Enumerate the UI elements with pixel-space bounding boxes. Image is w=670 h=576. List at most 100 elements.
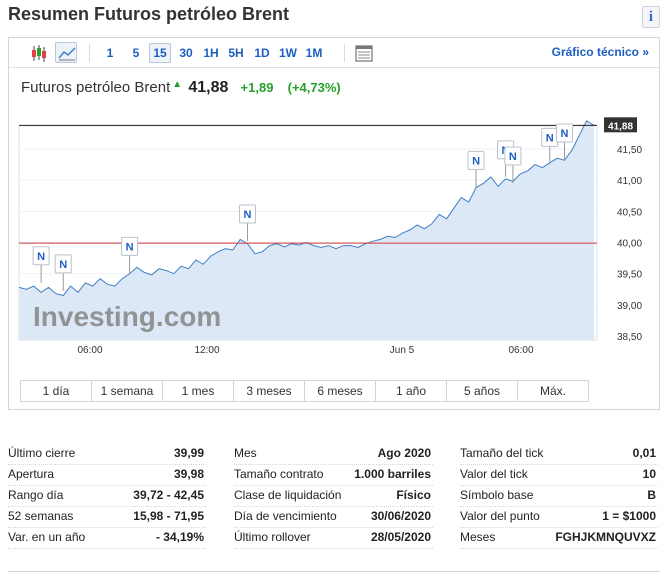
chart-toolbar: 1 5 15 30 1H 5H 1D 1W 1M Gráfico técnico » — [9, 38, 659, 68]
timeframe-1[interactable]: 1 — [106, 46, 114, 60]
technical-chart-link[interactable]: Gráfico técnico » — [551, 45, 649, 59]
y-tick-label: 41,00 — [617, 176, 642, 187]
stat-value: - 34,19% — [155, 530, 204, 544]
stat-label: 52 semanas — [8, 509, 74, 523]
stat-label: Meses — [460, 530, 496, 544]
period-button[interactable]: 1 año — [376, 381, 447, 401]
news-marker-label[interactable]: N — [126, 241, 134, 253]
news-marker[interactable] — [32, 246, 50, 266]
period-button[interactable]: 1 día — [21, 381, 92, 401]
timeframe-5[interactable]: 5 — [132, 46, 140, 60]
stat-label: Tamaño del tick — [460, 446, 544, 460]
stat-label: Valor del tick — [460, 467, 528, 481]
stat-label: Último rollover — [234, 530, 311, 544]
stat-row: Meses FGHJKMNQUVXZ — [460, 528, 658, 549]
stat-row: Tamaño del tick 0,01 — [460, 444, 658, 465]
news-marker-label[interactable]: N — [472, 155, 480, 167]
period-button[interactable]: Máx. — [539, 384, 566, 398]
stat-value: 39,98 — [173, 467, 204, 481]
stat-value: 39,99 — [173, 446, 204, 460]
stat-value: 30/06/2020 — [370, 509, 431, 523]
toolbar-divider — [89, 44, 90, 62]
stat-value: Ago 2020 — [377, 446, 431, 460]
stat-label: Día de vencimiento — [234, 509, 337, 523]
timeframe-30[interactable]: 30 — [179, 46, 193, 60]
x-tick-label: 06:00 — [508, 345, 533, 356]
stat-value: FGHJKMNQUVXZ — [555, 530, 656, 544]
timeframe-1m[interactable]: 1M — [305, 46, 323, 60]
stat-value: 15,98 - 71,95 — [133, 509, 204, 523]
stat-value: Físico — [396, 488, 431, 502]
stat-row: Rango día 39,72 - 42,45 — [8, 486, 206, 507]
news-marker[interactable] — [467, 150, 485, 170]
stat-label: Apertura — [8, 467, 55, 481]
stat-label: Último cierre — [8, 446, 76, 460]
stat-value: 0,01 — [632, 446, 656, 460]
price-change: +1,89 — [240, 80, 274, 95]
stat-label: Valor del punto — [460, 509, 540, 523]
stat-label: Mes — [234, 446, 257, 460]
y-tick-label: 38,50 — [617, 332, 642, 343]
price-area — [19, 120, 594, 341]
stat-label: Var. en un año — [8, 530, 86, 544]
period-button[interactable]: 3 meses — [234, 381, 305, 401]
x-tick-label: 06:00 — [77, 345, 102, 356]
news-marker-label[interactable]: N — [546, 132, 554, 144]
info-icon[interactable]: i — [642, 6, 660, 28]
stat-value: 1 = $1000 — [602, 509, 656, 523]
stat-value: B — [647, 488, 656, 502]
stat-value: 10 — [642, 467, 656, 481]
page-title: Resumen Futuros petróleo Brent — [8, 4, 290, 24]
x-tick-label: 12:00 — [194, 345, 219, 356]
stat-label: Símbolo base — [460, 488, 534, 502]
period-button[interactable]: 5 años — [447, 381, 518, 401]
news-marker[interactable] — [121, 236, 139, 256]
stat-row: Último cierre 39,99 — [8, 444, 206, 465]
stat-row: Var. en un año - 34,19% — [8, 528, 206, 549]
news-marker-label[interactable]: N — [509, 151, 517, 163]
news-marker[interactable] — [556, 123, 574, 143]
news-marker-label[interactable]: N — [244, 209, 252, 221]
stat-row: Valor del punto 1 = $1000 — [460, 507, 658, 528]
period-button[interactable]: 1 semana — [92, 381, 163, 401]
area-chart-icon[interactable] — [55, 42, 77, 63]
timeframe-1d[interactable]: 1D — [254, 46, 270, 60]
news-marker[interactable] — [239, 204, 257, 224]
period-selector: 1 día 1 semana 1 mes 3 meses 6 meses 1 año 5 a… — [20, 380, 589, 402]
news-marker[interactable] — [504, 146, 522, 166]
stat-row: Clase de liquidación Físico — [234, 486, 433, 507]
candlestick-icon[interactable] — [27, 42, 49, 63]
y-tick-label: 39,50 — [617, 270, 642, 281]
period-button[interactable]: 6 meses — [305, 381, 376, 401]
toolbar-divider — [344, 44, 345, 62]
price-line — [18, 120, 595, 297]
timeframe-5h[interactable]: 5H — [228, 46, 244, 60]
news-marker-label[interactable]: N — [561, 128, 569, 140]
stat-row: Tamaño contrato 1.000 barriles — [234, 465, 433, 486]
last-price: 41,88 — [188, 79, 229, 96]
stat-label: Rango día — [8, 488, 64, 502]
stat-row: Mes Ago 2020 — [234, 444, 433, 465]
timeframe-1h[interactable]: 1H — [203, 46, 219, 60]
news-marker-label[interactable]: N — [37, 251, 45, 263]
y-tick-label: 41,50 — [617, 145, 642, 156]
stat-row: Valor del tick 10 — [460, 465, 658, 486]
up-arrow-icon: ▲ — [172, 79, 183, 90]
news-marker[interactable] — [54, 254, 72, 274]
stat-label: Tamaño contrato — [234, 467, 324, 481]
timeframe-1w[interactable]: 1W — [279, 46, 297, 60]
chart-panel: 1 5 15 30 1H 5H 1D 1W 1M Gráfico técnico » Futur… — [8, 37, 660, 410]
y-tick-label: 39,00 — [617, 301, 642, 312]
timeframe-15[interactable]: 15 — [149, 43, 171, 63]
instrument-name: Futuros petróleo Brent — [21, 79, 171, 96]
investing-watermark: Investing.com — [33, 301, 221, 332]
period-button[interactable]: 1 mes — [163, 381, 234, 401]
current-price-label: 41,88 — [608, 121, 633, 132]
table-icon[interactable] — [352, 42, 374, 63]
stat-row: 52 semanas 15,98 - 71,95 — [8, 507, 206, 528]
stat-row: Símbolo base B — [460, 486, 658, 507]
news-marker-label[interactable]: N — [59, 259, 67, 271]
stat-value: 39,72 - 42,45 — [133, 488, 204, 502]
price-chart[interactable]: 41,50 41,00 40,50 40,00 39,50 39,00 38,50 41,88… — [9, 100, 659, 378]
current-price-badge — [604, 117, 637, 133]
